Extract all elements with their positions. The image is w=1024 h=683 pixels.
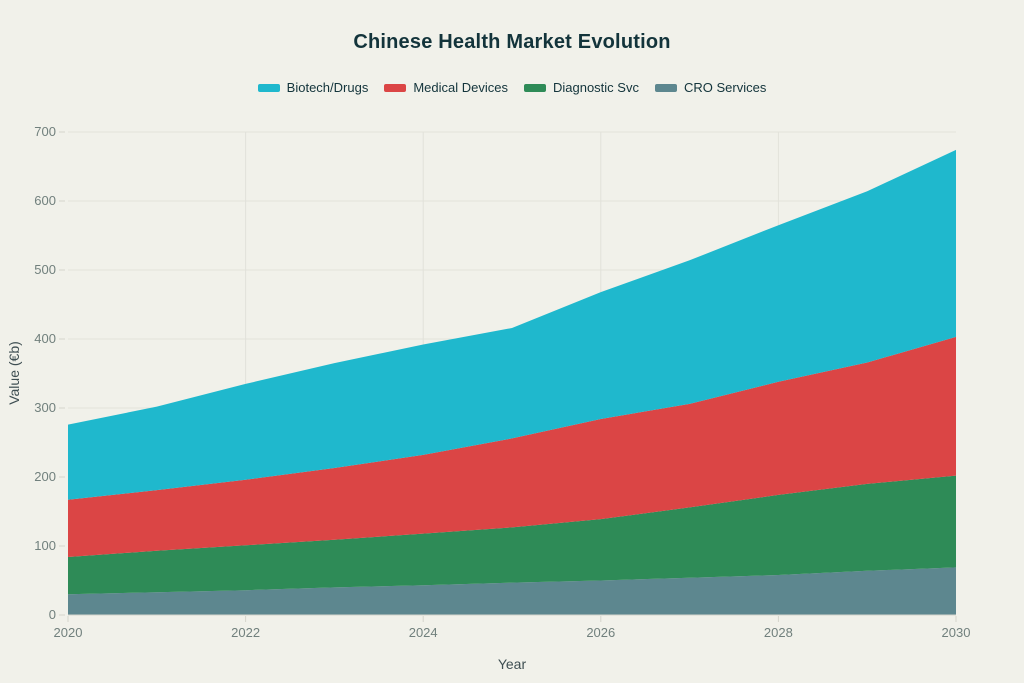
y-tick-label: 0 (48, 607, 56, 622)
legend-label: Medical Devices (413, 80, 508, 95)
chart-title: Chinese Health Market Evolution (353, 31, 671, 53)
y-tick-label: 300 (34, 400, 56, 415)
legend-label: CRO Services (683, 80, 767, 95)
legend-item-diagnostic-svc[interactable]: Diagnostic Svc (523, 80, 639, 95)
legend-swatch (523, 83, 546, 92)
area-biotech-drugs (68, 149, 956, 500)
legend-label: Biotech/Drugs (286, 80, 369, 95)
area-diagnostic-svc (68, 475, 956, 595)
x-tick-label: 2022 (231, 625, 261, 640)
area-medical-devices (68, 336, 956, 557)
y-tick-label: 100 (34, 538, 56, 553)
legend-swatch (654, 83, 677, 92)
legend-swatch (257, 83, 280, 92)
legend-item-cro-services[interactable]: CRO Services (654, 80, 767, 95)
y-tick-label: 400 (34, 331, 56, 346)
y-axis-title: Value (€b) (6, 341, 22, 405)
legend-swatch (384, 83, 407, 92)
x-tick-label: 2028 (763, 625, 793, 640)
x-tick-label: 2024 (408, 625, 438, 640)
legend-item-biotech-drugs[interactable]: Biotech/Drugs (257, 80, 369, 95)
x-axis-title: Year (497, 656, 527, 672)
x-tick-label: 2030 (941, 625, 971, 640)
x-tick-label: 2026 (586, 625, 616, 640)
legend-label: Diagnostic Svc (552, 80, 639, 95)
y-tick-label: 700 (34, 124, 56, 139)
y-tick-label: 200 (34, 469, 56, 484)
area-cro-services (68, 567, 956, 615)
legend: Biotech/Drugs Medical Devices Diagnostic S… (0, 80, 1024, 95)
legend-item-medical-devices[interactable]: Medical Devices (384, 80, 508, 95)
x-tick-label: 2020 (53, 625, 83, 640)
y-tick-label: 600 (34, 193, 56, 208)
y-tick-label: 500 (34, 262, 56, 277)
